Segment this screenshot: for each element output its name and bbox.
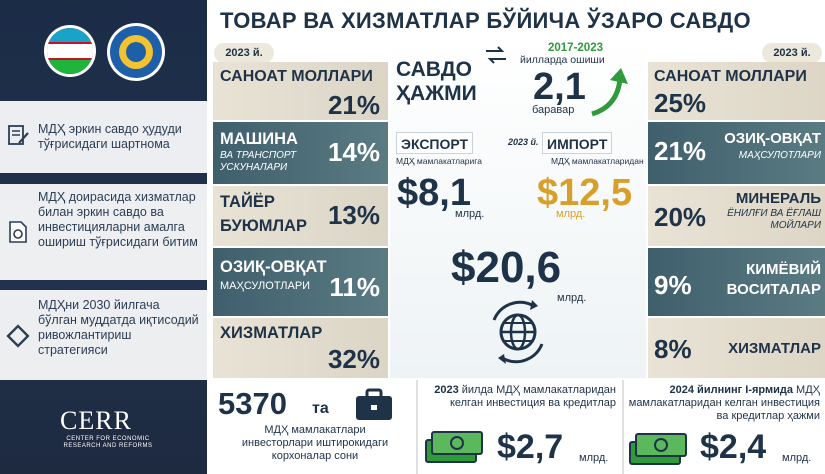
document-pen-icon — [6, 123, 30, 147]
strategy-text: МДҲни 2030 йилгача бўлган муддатда иқтис… — [38, 298, 199, 357]
total-unit: млрд. — [557, 292, 587, 304]
export-sub: МАҲСУЛОТЛАРИ — [220, 280, 311, 292]
investment-2024-desc: МДҲ мамлакатларидан келган инвестиция ва… — [628, 384, 820, 422]
page-title: ТОВАР ВА ХИЗМАТЛАР БЎЙИЧА ЎЗАРО САВДО — [220, 8, 751, 33]
trade-volume-label-2: ҲАЖМИ — [396, 82, 477, 105]
import-name: ХИЗМАТЛАР — [728, 340, 821, 357]
import-card-minerals: 20% МИНЕРАЛЬ ЁНИЛҒИ ВА ЁҒЛАШ МОЙЛАРИ — [648, 186, 825, 246]
investment-2024-value: $2,4 — [700, 428, 767, 466]
growth-arrow-icon — [591, 68, 628, 117]
export-sub: ВА ТРАНСПОРТ УСКУНАЛАРИ — [220, 150, 297, 173]
import-sub: МАҲСУЛОТЛАРИ — [738, 150, 821, 161]
import-sub: ЁНИЛҒИ ВА ЁҒЛАШ МОЙЛАРИ — [727, 208, 821, 231]
export-value: $8,1 — [397, 172, 471, 214]
companies-desc: МДҲ мамлакатлари инвесторлари иштирокида… — [241, 424, 389, 462]
import-pct: 9% — [654, 270, 692, 300]
import-name: КИМЁВИЙ ВОСИТАЛАР — [726, 261, 821, 298]
growth-unit: баравар — [532, 104, 575, 116]
investment-2023-caption: 2023 йилда МДҲ мамлакатларидан келган ин… — [422, 384, 616, 410]
year-mid: 2023 й. — [508, 137, 539, 147]
growth-caption: йилларда ошиши — [520, 54, 605, 66]
investment-2023-unit: млрд. — [579, 452, 609, 464]
center-panel — [390, 40, 646, 378]
import-card-food: 21% ОЗИҚ-ОВҚАТ МАҲСУЛОТЛАРИ — [648, 122, 825, 184]
export-pct: 13% — [327, 200, 380, 230]
export-sub-label: МДҲ мамлакатларига — [396, 156, 482, 166]
export-card-food: ОЗИҚ-ОВҚАТ МАҲСУЛОТЛАРИ 11% — [213, 248, 388, 316]
import-name: ОЗИҚ-ОВҚАТ — [724, 130, 821, 147]
export-pct: 21% — [327, 90, 380, 120]
growth-value: 2,1 — [533, 66, 586, 108]
cerr-logo-subtitle: CENTER FOR ECONOMIC RESEARCH AND REFORMS — [63, 436, 153, 449]
year-chip-right: 2023 й. — [762, 43, 822, 63]
import-name: САНОАТ МОЛЛАРИ — [654, 68, 807, 85]
uzbekistan-flag-icon — [47, 28, 93, 74]
export-pct: 11% — [329, 272, 380, 302]
investment-2023-value: $2,7 — [497, 428, 564, 466]
year-chip-left: 2023 й. — [214, 43, 274, 63]
export-unit: млрд. — [455, 208, 485, 220]
import-sub-label: МДҲ мамлакатларидан — [551, 156, 644, 166]
investment-2023-year: 2023 — [434, 384, 459, 396]
cerr-logo: CERR — [60, 406, 132, 435]
export-card-services: ХИЗМАТЛАР 32% — [213, 318, 388, 378]
companies-value: 5370 — [218, 386, 287, 421]
strategy-block: МДҲни 2030 йилгача бўлган муддатда иқтис… — [0, 290, 207, 380]
briefcase-icon — [356, 388, 392, 420]
investment-2024-caption: 2024 йилнинг I-ярмида МДҲ мамлакатларида… — [626, 384, 820, 423]
total-value: $20,6 — [451, 243, 562, 292]
investment-2024-unit: млрд. — [782, 452, 812, 464]
left-panel: МДҲ эркин савдо ҳудуди тўғрисидаги шартн… — [0, 0, 207, 474]
import-pct: 21% — [654, 136, 707, 166]
export-name: ТАЙЁР БУЮМЛАР — [220, 193, 307, 235]
import-value: $12,5 — [537, 172, 633, 214]
agreement-text: МДҲ эркин савдо ҳудуди тўғрисидаги шартн… — [38, 122, 182, 151]
cis-emblem-icon — [110, 26, 162, 78]
export-card-machinery: МАШИНА ВА ТРАНСПОРТ УСКУНАЛАРИ 14% — [213, 122, 388, 184]
diamond-icon — [6, 324, 30, 348]
import-name: МИНЕРАЛЬ — [735, 190, 821, 207]
trade-volume-label-1: САВДО — [396, 58, 472, 81]
agreement-block: МДҲ эркин савдо ҳудуди тўғрисидаги шартн… — [0, 101, 207, 173]
services-agreement-block: МДҲ доирасида хизматлар билан эркин савд… — [0, 184, 207, 280]
exchange-arrows-icon — [486, 46, 506, 64]
export-name: ОЗИҚ-ОВҚАТ — [220, 258, 327, 276]
services-agreement-text: МДҲ доирасида хизматлар билан эркин савд… — [38, 190, 198, 249]
export-label: ЭКСПОРТ — [396, 132, 474, 154]
export-name: ХИЗМАТЛАР — [220, 324, 323, 342]
export-name: САНОАТ МОЛЛАРИ — [220, 68, 373, 85]
import-unit: млрд. — [556, 208, 586, 220]
import-label: ИМПОРТ — [542, 132, 613, 154]
import-pct: 25% — [654, 88, 707, 118]
growth-years: 2017-2023 — [548, 42, 603, 54]
cash-stack-icon — [629, 433, 687, 465]
companies-suffix: та — [312, 400, 329, 417]
export-pct: 14% — [327, 137, 380, 167]
document-cycle-icon — [6, 220, 30, 244]
import-card-services: 8% ХИЗМАТЛАР — [648, 318, 825, 378]
import-pct: 8% — [654, 334, 692, 364]
globe-cycle-icon — [492, 300, 544, 364]
import-card-industrial: САНОАТ МОЛЛАРИ 25% — [648, 62, 825, 120]
export-pct: 32% — [327, 344, 380, 374]
import-pct: 20% — [654, 202, 707, 232]
import-card-chemicals: 9% КИМЁВИЙ ВОСИТАЛАР — [648, 248, 825, 316]
investment-2023-desc: йилда МДҲ мамлакатларидан келган инвести… — [449, 384, 616, 409]
cash-stack-icon — [425, 431, 483, 463]
export-card-industrial: САНОАТ МОЛЛАРИ 21% — [213, 62, 388, 120]
investment-2024-period: 2024 йилнинг I-ярмида — [669, 384, 793, 396]
export-name: МАШИНА — [220, 130, 298, 148]
export-card-finished: ТАЙЁР БУЮМЛАР 13% — [213, 186, 388, 246]
